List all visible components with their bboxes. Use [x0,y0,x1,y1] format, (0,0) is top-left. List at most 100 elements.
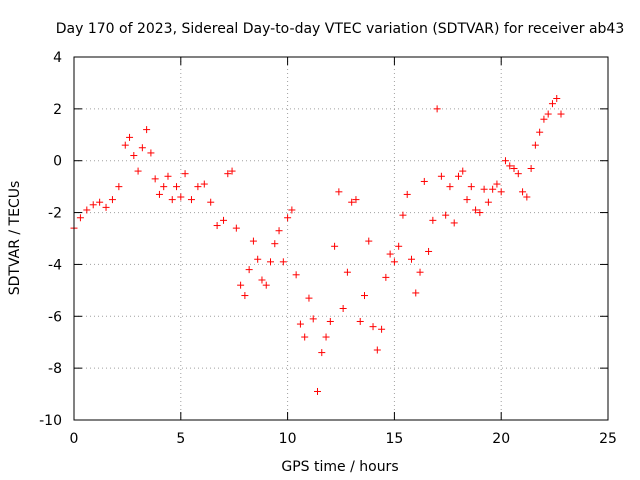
data-point [420,177,428,185]
data-point [121,141,129,149]
y-tick-label: -2 [48,206,62,222]
x-tick-label: 15 [385,431,403,447]
axis-ticks [73,56,609,421]
data-point [403,190,411,198]
data-point [200,180,208,188]
data-point [343,268,351,276]
data-point [395,242,403,250]
data-point [382,273,390,281]
data-point [151,175,159,183]
data-point [83,206,91,214]
data-point [224,170,232,178]
data-point [160,183,168,191]
data-point [527,164,535,172]
data-point [187,196,195,204]
data-point [386,250,394,258]
data-point [173,183,181,191]
data-point [326,317,334,325]
data-point [360,292,368,300]
data-point [399,211,407,219]
data-point [305,294,313,302]
data-point [472,206,480,214]
data-point [89,201,97,209]
data-point [296,320,304,328]
data-point [540,115,548,123]
y-tick-label: 2 [53,102,62,118]
data-point [442,211,450,219]
data-point [356,317,364,325]
data-point [553,94,561,102]
data-point [437,172,445,180]
data-point [519,188,527,196]
x-axis-label: GPS time / hours [281,459,398,475]
y-tick-label: -4 [48,257,62,273]
grid-lines [74,57,608,420]
data-point [433,105,441,113]
data-point [309,315,317,323]
data-points [70,94,565,395]
data-point [288,206,296,214]
data-point [249,237,257,245]
data-point [454,172,462,180]
data-point [177,193,185,201]
y-tick-label: 4 [53,50,62,66]
y-tick-label: -8 [48,361,62,377]
data-point [115,183,123,191]
data-point [493,180,501,188]
data-point [412,289,420,297]
data-point [241,292,249,300]
data-point [365,237,373,245]
data-point [459,167,467,175]
data-point [130,152,138,160]
data-point [194,183,202,191]
data-point [514,170,522,178]
data-point [506,162,514,170]
data-point [331,242,339,250]
data-point [544,110,552,118]
data-point [523,193,531,201]
data-point [390,258,398,266]
plot-frame [73,56,609,421]
y-tick-label: -10 [39,413,62,429]
y-tick-label: -6 [48,309,62,325]
data-point [102,203,110,211]
data-point [489,185,497,193]
data-point [480,185,488,193]
data-point [476,209,484,217]
data-point [484,198,492,206]
data-point [267,258,275,266]
data-point [275,227,283,235]
data-point [314,387,322,395]
data-point [463,196,471,204]
data-point [138,144,146,152]
y-tick-label: 0 [53,154,62,170]
data-point [284,214,292,222]
data-point [467,183,475,191]
data-point [168,196,176,204]
x-tick-label: 25 [599,431,617,447]
x-tick-label: 20 [492,431,510,447]
data-point [147,149,155,157]
data-point [322,333,330,341]
data-point [228,167,236,175]
data-point [301,333,309,341]
data-point [369,323,377,331]
x-tick-labels: 0 5 10 15 20 25 [70,431,617,447]
data-point [96,198,104,206]
data-point [262,281,270,289]
data-point [416,268,424,276]
data-point [557,110,565,118]
data-point [352,196,360,204]
data-point [237,281,245,289]
data-point [254,255,262,263]
data-point [450,219,458,227]
data-point [232,224,240,232]
data-point [134,167,142,175]
data-point [335,188,343,196]
data-point [181,170,189,178]
x-tick-label: 0 [70,431,79,447]
data-point [446,183,454,191]
data-point [220,216,228,224]
y-axis-label: SDTVAR / TECUs [7,181,23,296]
